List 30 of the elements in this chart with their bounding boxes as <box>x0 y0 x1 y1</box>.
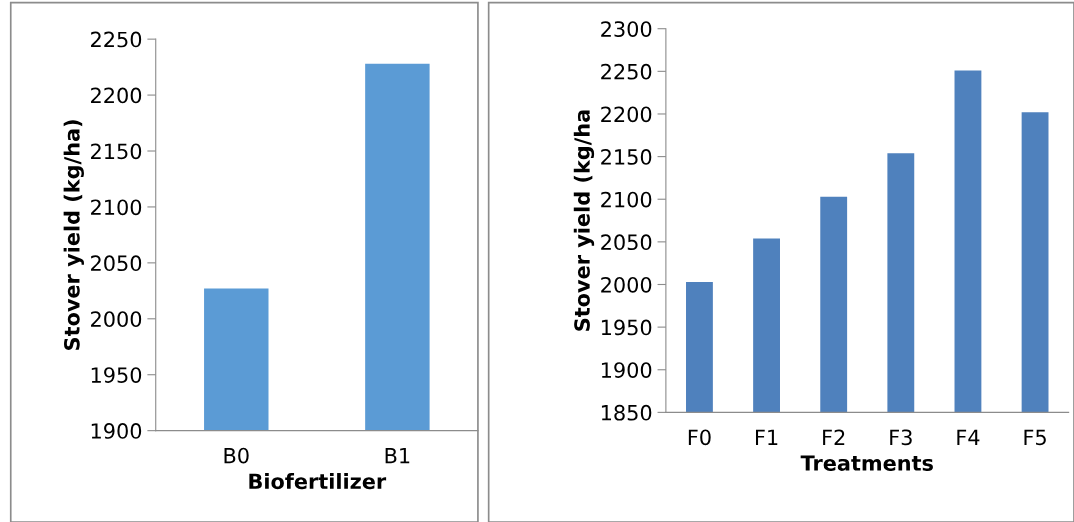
x-axis-title: Biofertilizer <box>249 473 387 490</box>
y-tick-label: 2000 <box>601 276 652 293</box>
y-axis-title: Stover yield (kg/ha) <box>63 120 84 350</box>
y-tick-label: 2200 <box>601 106 652 123</box>
y-tick-label: 2000 <box>91 311 142 327</box>
x-tick-label: F5 <box>1024 429 1046 446</box>
y-tick-label: 2100 <box>91 199 142 216</box>
y-tick-label: 1900 <box>601 362 652 378</box>
y-tick-label: 2150 <box>91 143 142 160</box>
y-tick-label: 2250 <box>91 31 142 48</box>
x-axis-title: Treatments <box>800 455 933 471</box>
x-tick-label: F3 <box>890 429 912 446</box>
x-tick-label: F2 <box>823 429 845 445</box>
x-tick-label: B0 <box>224 447 249 464</box>
y-tick-label: 2050 <box>91 255 142 272</box>
y-tick-label: 1950 <box>91 367 142 383</box>
y-tick-label: 2250 <box>601 63 652 80</box>
y-tick-label: 1950 <box>601 319 652 336</box>
y-tick-label: 2100 <box>601 191 652 208</box>
x-tick-label: B1 <box>385 447 410 464</box>
y-tick-label: 1850 <box>601 404 652 421</box>
y-axis-title: Stover yield (kg/ha <box>573 110 595 331</box>
x-tick-label: F4 <box>957 429 980 445</box>
y-tick-label: 2300 <box>601 21 652 37</box>
y-tick-label: 2050 <box>601 234 652 251</box>
y-tick-label: 2200 <box>91 87 142 104</box>
x-tick-label: F0 <box>688 429 711 446</box>
x-tick-label: F1 <box>755 429 778 445</box>
y-tick-label: 1900 <box>91 423 142 439</box>
y-tick-label: 2150 <box>601 149 652 165</box>
